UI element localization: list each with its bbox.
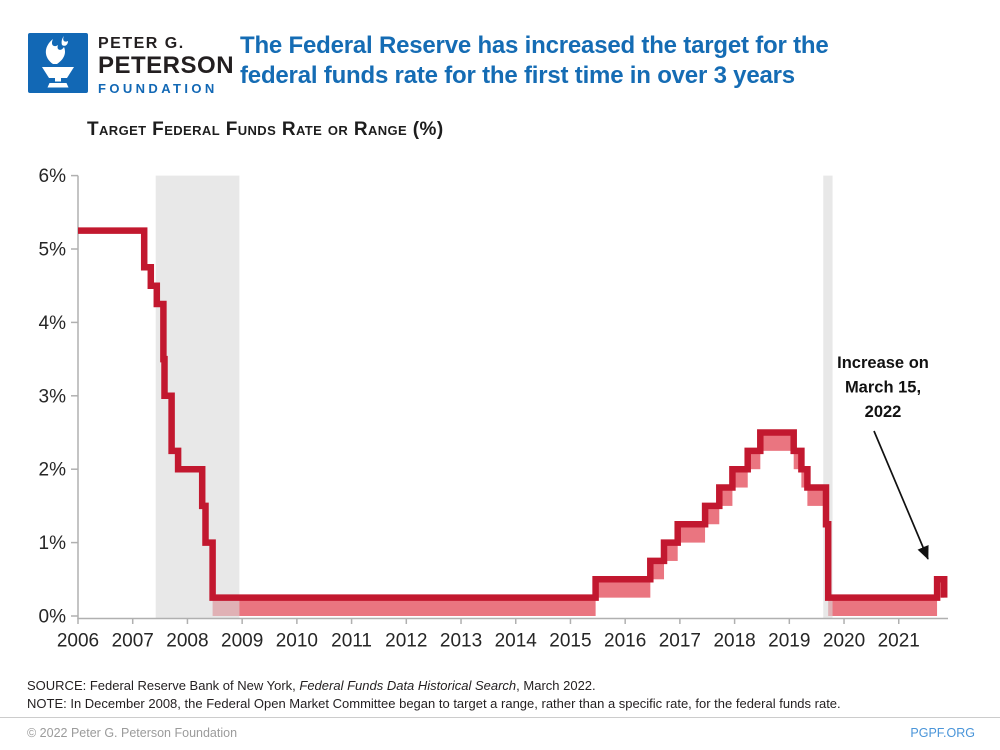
- x-axis-tick-label: 2011: [331, 631, 372, 652]
- target-range-band: [664, 542, 678, 561]
- logo-text-line1: PETER G.: [98, 35, 185, 52]
- target-range-band: [760, 432, 794, 451]
- x-axis-tick-label: 2009: [221, 631, 263, 652]
- target-range-band: [677, 524, 706, 543]
- y-axis-tick-label: 2%: [39, 460, 67, 481]
- logo-text-line2: PETERSON: [98, 52, 235, 79]
- copyright-text: © 2022 Peter G. Peterson Foundation: [27, 726, 238, 740]
- target-range-band: [719, 487, 733, 506]
- annotation-text-line: Increase on: [837, 354, 929, 372]
- torch-icon: [42, 36, 74, 88]
- annotation-text-line: March 15,: [845, 379, 921, 397]
- chart-title: Target Federal Funds Rate or Range (%): [87, 119, 444, 140]
- source-prefix: SOURCE: Federal Reserve Bank of New York…: [27, 678, 300, 693]
- logo-wordmark: PETER G. PETERSON FOUNDATION: [98, 35, 235, 96]
- source-suffix: , March 2022.: [516, 678, 596, 693]
- x-axis-tick-label: 2007: [112, 631, 154, 652]
- target-range-band: [650, 560, 665, 580]
- target-range-band: [828, 597, 938, 616]
- logo-text-line3: FOUNDATION: [98, 81, 218, 96]
- x-axis-tick-label: 2008: [166, 631, 208, 652]
- y-axis-tick-label: 5%: [39, 240, 67, 261]
- pgpf-org-link[interactable]: PGPF.ORG: [910, 726, 975, 740]
- y-axis-tick-label: 1%: [39, 533, 67, 554]
- y-axis-tick-label: 6%: [39, 166, 67, 187]
- page-title-line1: The Federal Reserve has increased the ta…: [240, 32, 829, 59]
- annotation-text-line: 2022: [865, 403, 902, 421]
- x-axis-tick-label: 2016: [604, 631, 646, 652]
- target-rate-step-line: [78, 227, 948, 601]
- federal-funds-rate-chart: 0% 1% 2% 3% 4% 5% 6% 2006 2007 2008 2009 2010 2011 20…: [39, 166, 948, 652]
- target-range-band: [732, 469, 748, 488]
- page-title-line2: federal funds rate for the first time in…: [240, 62, 795, 89]
- x-axis-tick-label: 2013: [440, 631, 482, 652]
- x-axis-tick-label: 2017: [659, 631, 701, 652]
- x-axis-tick-label: 2020: [823, 631, 865, 652]
- x-axis-tick-label: 2018: [713, 631, 755, 652]
- page-title: The Federal Reserve has increased the ta…: [240, 31, 960, 91]
- target-range-band: [937, 579, 945, 598]
- recession-band: [823, 175, 833, 619]
- note-line: NOTE: In December 2008, the Federal Open…: [27, 695, 841, 711]
- footer-bar: © 2022 Peter G. Peterson Foundation PGPF…: [0, 717, 1000, 750]
- target-range-band: [595, 579, 651, 598]
- target-range-band: [807, 487, 826, 506]
- y-axis-tick-label: 3%: [39, 386, 67, 407]
- x-axis-tick-label: 2014: [495, 631, 538, 652]
- target-range-band: [212, 597, 596, 616]
- y-axis-tick-label: 4%: [39, 313, 67, 334]
- pgpf-logo: [28, 33, 88, 93]
- source-line: SOURCE: Federal Reserve Bank of New York…: [27, 677, 977, 695]
- x-axis-tick-label: 2012: [385, 631, 427, 652]
- annotation-arrow: [873, 430, 929, 560]
- y-axis-tick-label: 0%: [39, 607, 67, 628]
- x-axis-tick-label: 2021: [878, 631, 920, 652]
- target-range-band: [793, 450, 802, 470]
- target-range-band: [705, 505, 720, 525]
- x-axis-tick-label: 2015: [549, 631, 591, 652]
- x-axis-tick-label: 2006: [57, 631, 99, 652]
- chart-area: 0% 1% 2% 3% 4% 5% 6% 2006 2007 2008 2009 2010 2011 20…: [0, 150, 1000, 670]
- source-italic: Federal Funds Data Historical Search: [299, 678, 517, 693]
- x-axis-tick-label: 2019: [768, 631, 810, 652]
- x-axis-tick-label: 2010: [276, 631, 318, 652]
- source-note-block: SOURCE: Federal Reserve Bank of New York…: [27, 677, 977, 712]
